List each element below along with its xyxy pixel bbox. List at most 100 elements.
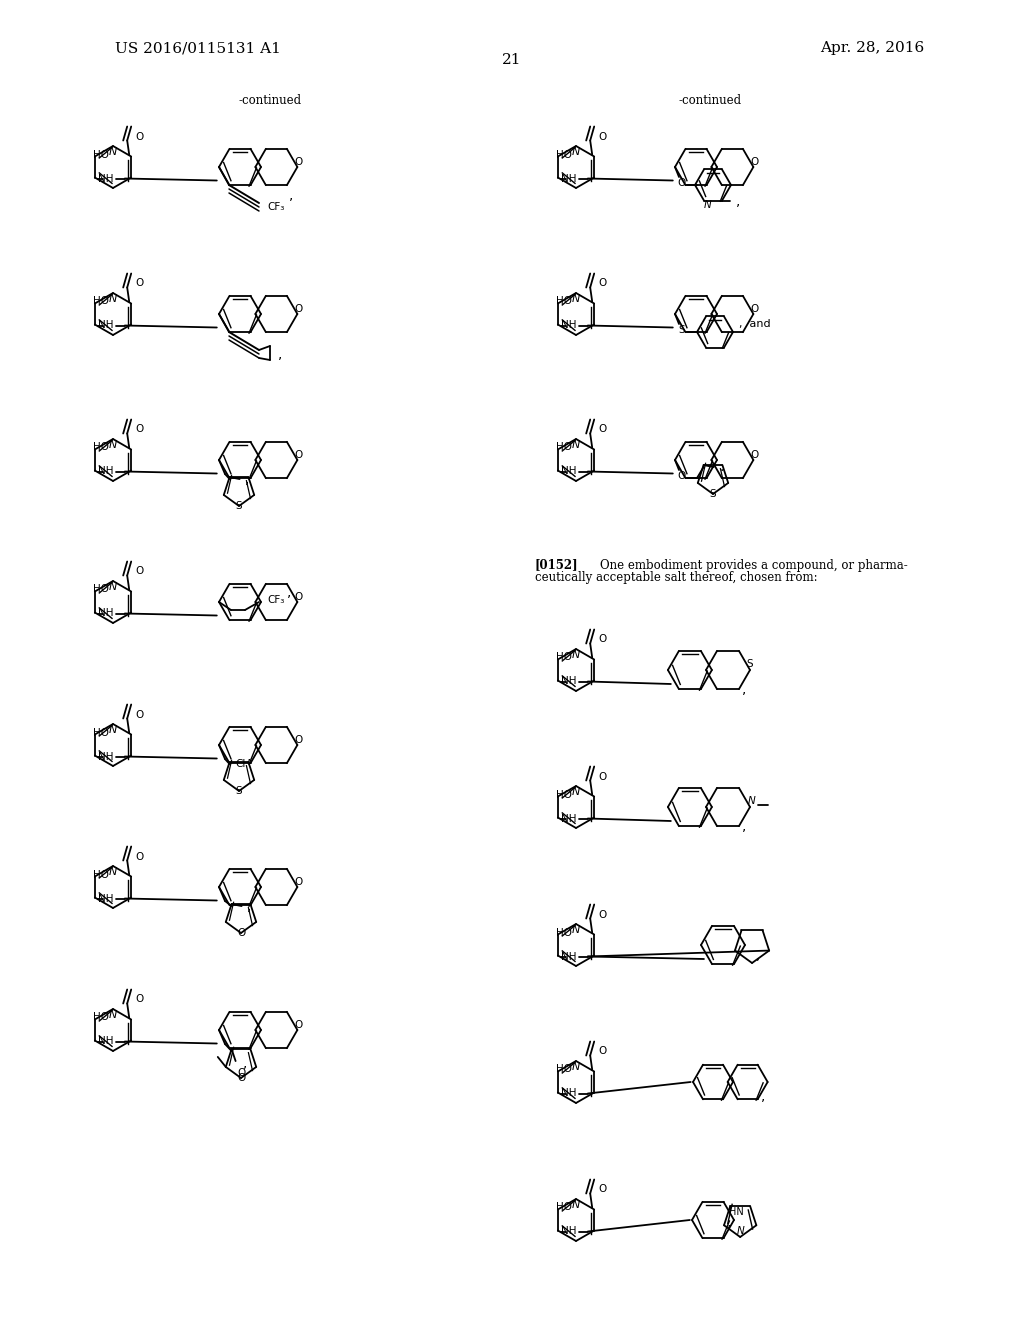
Text: NH: NH bbox=[561, 676, 577, 686]
Text: O: O bbox=[237, 1068, 245, 1078]
Text: NH: NH bbox=[561, 952, 577, 961]
Text: ceutically acceptable salt thereof, chosen from:: ceutically acceptable salt thereof, chos… bbox=[535, 572, 817, 585]
Text: ,: , bbox=[741, 682, 746, 696]
Text: NH: NH bbox=[98, 751, 114, 762]
Text: 21: 21 bbox=[502, 53, 522, 67]
Text: O: O bbox=[751, 450, 759, 459]
Text: US 2016/0115131 A1: US 2016/0115131 A1 bbox=[115, 41, 281, 55]
Text: O: O bbox=[135, 132, 143, 141]
Text: ,: , bbox=[756, 948, 760, 962]
Text: NH: NH bbox=[98, 609, 114, 619]
Text: HO: HO bbox=[93, 727, 110, 738]
Text: N: N bbox=[109, 147, 117, 157]
Text: ,: , bbox=[246, 473, 250, 486]
Text: O: O bbox=[294, 591, 302, 602]
Text: HO: HO bbox=[93, 1012, 110, 1023]
Text: [0152]: [0152] bbox=[535, 558, 579, 572]
Text: N: N bbox=[571, 787, 581, 797]
Text: O: O bbox=[598, 771, 606, 781]
Text: O: O bbox=[294, 304, 302, 314]
Text: HO: HO bbox=[556, 928, 572, 937]
Text: ,: , bbox=[761, 1089, 765, 1104]
Text: NH: NH bbox=[98, 894, 114, 903]
Text: HO: HO bbox=[93, 149, 110, 160]
Text: CF₃: CF₃ bbox=[267, 595, 285, 605]
Text: N: N bbox=[109, 582, 117, 591]
Text: HO: HO bbox=[93, 870, 110, 879]
Text: NH: NH bbox=[98, 173, 114, 183]
Text: O: O bbox=[294, 450, 302, 459]
Text: ,: , bbox=[248, 748, 252, 763]
Text: NH: NH bbox=[561, 466, 577, 477]
Text: O: O bbox=[598, 635, 606, 644]
Text: NH: NH bbox=[561, 813, 577, 824]
Text: HO: HO bbox=[93, 297, 110, 306]
Text: O: O bbox=[294, 876, 302, 887]
Text: O: O bbox=[135, 994, 143, 1005]
Text: O: O bbox=[237, 928, 245, 939]
Text: O: O bbox=[751, 157, 759, 168]
Text: N: N bbox=[571, 294, 581, 304]
Text: N: N bbox=[109, 294, 117, 304]
Text: ,: , bbox=[278, 347, 283, 360]
Text: O: O bbox=[598, 1047, 606, 1056]
Text: HO: HO bbox=[556, 149, 572, 160]
Text: HO: HO bbox=[556, 652, 572, 663]
Text: O: O bbox=[237, 1073, 245, 1082]
Text: O: O bbox=[135, 425, 143, 434]
Text: NH: NH bbox=[561, 321, 577, 330]
Text: O: O bbox=[135, 279, 143, 289]
Text: ,: , bbox=[244, 1056, 248, 1071]
Text: N: N bbox=[571, 147, 581, 157]
Text: -continued: -continued bbox=[679, 94, 741, 107]
Text: One embodiment provides a compound, or pharma-: One embodiment provides a compound, or p… bbox=[600, 558, 907, 572]
Text: HO: HO bbox=[556, 442, 572, 453]
Text: HN: HN bbox=[729, 1208, 744, 1217]
Text: S: S bbox=[236, 785, 243, 796]
Text: CF₃: CF₃ bbox=[267, 202, 285, 213]
Text: N: N bbox=[571, 440, 581, 450]
Text: ,: , bbox=[289, 187, 293, 202]
Text: ,: , bbox=[287, 585, 291, 599]
Text: HO: HO bbox=[93, 585, 110, 594]
Text: ,: , bbox=[248, 899, 252, 913]
Text: NH: NH bbox=[98, 466, 114, 477]
Text: O: O bbox=[598, 425, 606, 434]
Text: O: O bbox=[135, 710, 143, 719]
Text: N: N bbox=[571, 1063, 581, 1072]
Text: NH: NH bbox=[561, 173, 577, 183]
Text: NH: NH bbox=[561, 1226, 577, 1237]
Text: S: S bbox=[236, 502, 243, 511]
Text: O: O bbox=[678, 178, 686, 187]
Text: O: O bbox=[135, 566, 143, 577]
Text: S: S bbox=[710, 488, 717, 499]
Text: N: N bbox=[749, 796, 756, 807]
Text: O: O bbox=[598, 132, 606, 141]
Text: O: O bbox=[751, 304, 759, 314]
Text: O: O bbox=[678, 471, 686, 480]
Text: NH: NH bbox=[561, 1089, 577, 1098]
Text: ,  and: , and bbox=[739, 319, 771, 329]
Text: HO: HO bbox=[556, 297, 572, 306]
Text: ,: , bbox=[727, 1216, 731, 1229]
Text: S: S bbox=[746, 659, 754, 669]
Text: -continued: -continued bbox=[239, 94, 301, 107]
Text: ,: , bbox=[741, 818, 746, 833]
Text: N: N bbox=[705, 199, 712, 210]
Text: O: O bbox=[294, 157, 302, 168]
Text: N: N bbox=[571, 649, 581, 660]
Text: NH: NH bbox=[98, 321, 114, 330]
Text: HO: HO bbox=[93, 442, 110, 453]
Text: Cl: Cl bbox=[236, 759, 246, 770]
Text: ,: , bbox=[736, 194, 740, 207]
Text: HO: HO bbox=[556, 1064, 572, 1074]
Text: O: O bbox=[598, 909, 606, 920]
Text: N: N bbox=[109, 725, 117, 735]
Text: N: N bbox=[571, 1200, 581, 1210]
Text: O: O bbox=[294, 1020, 302, 1030]
Text: Apr. 28, 2016: Apr. 28, 2016 bbox=[820, 41, 925, 55]
Text: NH: NH bbox=[98, 1036, 114, 1047]
Text: HO: HO bbox=[556, 1203, 572, 1213]
Text: N: N bbox=[571, 925, 581, 935]
Text: S: S bbox=[679, 325, 685, 335]
